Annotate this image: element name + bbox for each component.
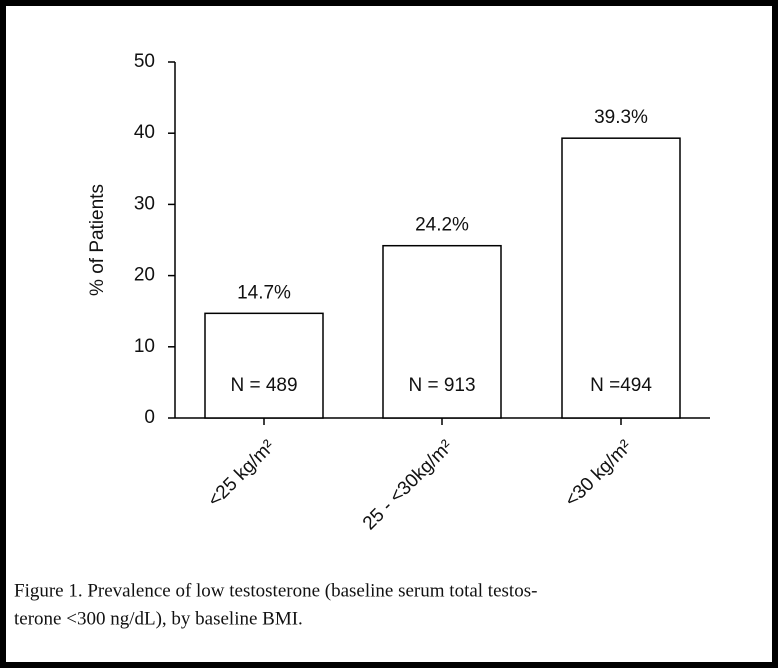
y-axis-label: % of Patients: [87, 184, 108, 296]
value-label: 14.7%: [237, 282, 291, 303]
value-label: 39.3%: [594, 107, 648, 128]
n-label: N = 489: [230, 375, 297, 396]
y-tick-label: 30: [134, 193, 155, 214]
bar: [204, 312, 324, 419]
caption-line: terone <300 ng/dL), by baseline BMI.: [14, 608, 303, 629]
y-tick-label: 0: [144, 407, 155, 428]
y-tick-label: 10: [134, 336, 155, 357]
y-tick-label: 50: [134, 51, 155, 72]
y-tick-label: 20: [134, 265, 155, 286]
n-label: N =494: [590, 375, 652, 396]
n-label: N = 913: [408, 375, 475, 396]
y-tick-label: 40: [134, 122, 155, 143]
value-label: 24.2%: [415, 215, 469, 236]
caption-line: Figure 1. Prevalence of low testosterone…: [14, 580, 537, 601]
bar: [382, 244, 502, 419]
